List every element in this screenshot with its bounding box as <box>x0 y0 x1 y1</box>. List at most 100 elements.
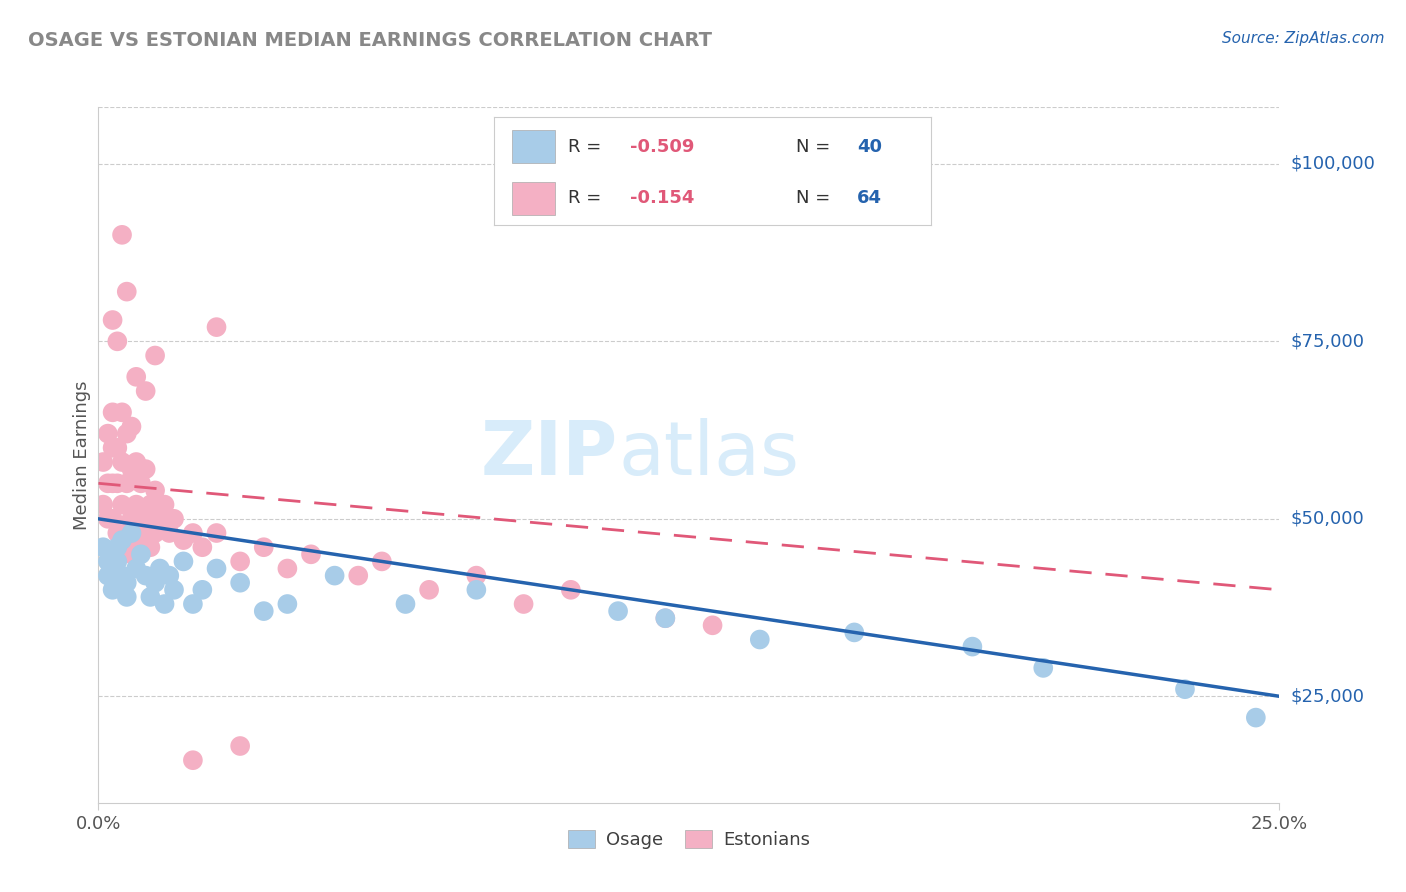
Point <box>1244 710 1267 724</box>
Point <box>276 597 298 611</box>
Point <box>97 512 120 526</box>
Text: $25,000: $25,000 <box>1291 688 1365 706</box>
Point <box>181 753 204 767</box>
Point <box>465 582 488 597</box>
Point <box>205 320 228 334</box>
Point <box>418 582 440 597</box>
Point <box>163 512 186 526</box>
Point <box>101 582 124 597</box>
Point <box>205 561 228 575</box>
Point <box>115 476 138 491</box>
Point <box>153 597 176 611</box>
Point <box>115 590 138 604</box>
Point <box>560 582 582 597</box>
Point <box>105 540 128 554</box>
Text: atlas: atlas <box>619 418 799 491</box>
Point <box>394 597 416 611</box>
Point <box>129 476 152 491</box>
Point <box>101 441 124 455</box>
Point <box>654 611 676 625</box>
Point <box>276 561 298 575</box>
Point <box>163 582 186 597</box>
Point <box>962 640 984 654</box>
Point <box>1032 661 1054 675</box>
Point <box>125 540 148 554</box>
Point <box>512 597 534 611</box>
Point <box>101 405 124 419</box>
Point <box>115 285 138 299</box>
Point <box>111 227 134 242</box>
Text: Source: ZipAtlas.com: Source: ZipAtlas.com <box>1222 31 1385 46</box>
Point <box>229 739 252 753</box>
Point <box>91 498 114 512</box>
Point <box>111 405 134 419</box>
Point <box>121 526 143 541</box>
Point <box>105 526 128 541</box>
Point <box>101 512 124 526</box>
Point <box>143 349 166 363</box>
Legend: Osage, Estonians: Osage, Estonians <box>561 822 817 856</box>
Point <box>607 604 630 618</box>
Point <box>121 462 143 476</box>
Point <box>172 554 194 568</box>
Point <box>191 540 214 554</box>
Point <box>115 526 138 541</box>
Point <box>253 604 276 618</box>
Point <box>97 568 120 582</box>
Point <box>149 561 172 575</box>
Point <box>101 313 124 327</box>
Point <box>371 554 394 568</box>
Point <box>101 547 124 561</box>
Point <box>97 476 120 491</box>
Point <box>748 632 770 647</box>
Text: $75,000: $75,000 <box>1291 333 1365 351</box>
Point <box>205 526 228 541</box>
Text: OSAGE VS ESTONIAN MEDIAN EARNINGS CORRELATION CHART: OSAGE VS ESTONIAN MEDIAN EARNINGS CORREL… <box>28 31 711 50</box>
Point <box>143 526 166 541</box>
Point <box>191 582 214 597</box>
Point <box>181 526 204 541</box>
Point <box>125 561 148 575</box>
Point <box>101 561 124 575</box>
Point <box>153 498 176 512</box>
Point <box>229 575 252 590</box>
Text: ZIP: ZIP <box>481 418 619 491</box>
Point <box>229 554 252 568</box>
Point <box>1174 682 1197 697</box>
Point <box>129 547 152 561</box>
Point <box>135 384 157 398</box>
Point <box>111 568 134 582</box>
Point <box>105 554 128 568</box>
Point <box>139 540 162 554</box>
Point <box>323 568 346 582</box>
Point <box>654 611 676 625</box>
Point <box>91 540 114 554</box>
Point <box>143 483 166 498</box>
Point <box>97 554 120 568</box>
Point <box>125 369 148 384</box>
Point <box>111 533 134 548</box>
Point <box>101 476 124 491</box>
Point <box>844 625 866 640</box>
Point <box>121 547 143 561</box>
Point <box>105 476 128 491</box>
Point <box>135 512 157 526</box>
Point <box>111 455 134 469</box>
Point <box>253 540 276 554</box>
Point <box>181 597 204 611</box>
Point <box>347 568 370 582</box>
Point <box>125 498 148 512</box>
Point <box>157 568 180 582</box>
Point <box>121 512 143 526</box>
Point <box>105 441 128 455</box>
Point <box>105 334 128 349</box>
Point <box>139 590 162 604</box>
Point <box>143 575 166 590</box>
Point <box>172 533 194 548</box>
Point <box>129 526 152 541</box>
Point <box>125 455 148 469</box>
Point <box>115 575 138 590</box>
Point <box>91 455 114 469</box>
Point <box>121 419 143 434</box>
Point <box>465 568 488 582</box>
